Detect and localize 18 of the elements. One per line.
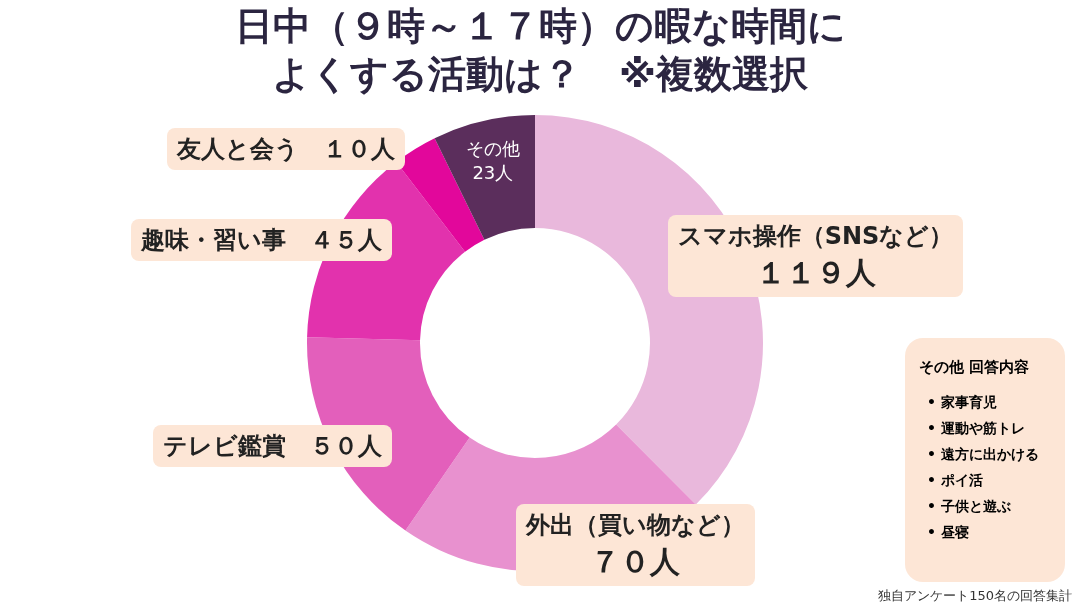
- text: • 運動や筋トレ: [927, 419, 1026, 438]
- text: • 遠方に出かける: [927, 445, 1040, 464]
- data-label: 23人: [471, 161, 515, 186]
- slice-label: その他: [465, 137, 520, 162]
- text: • ポイ活: [927, 471, 984, 490]
- slice-label: テレビ鑑賞 ５０人: [152, 425, 392, 468]
- data-label: １１９人: [754, 254, 877, 292]
- text: 独自アンケート150名の回答集計: [878, 587, 1072, 605]
- slice-label: 友人と会う １０人: [167, 128, 405, 171]
- text: その他 回答内容: [919, 358, 1031, 377]
- chart-title: 日中（９時～１７時）の暇な時間によくする活動は？ ※複数選択: [233, 3, 847, 98]
- text: • 昼寝: [927, 523, 970, 542]
- text: • 子供と遊ぶ: [927, 497, 1012, 516]
- slice-label: 趣味・習い事 ４５人: [130, 218, 392, 261]
- data-label: ７０人: [589, 543, 682, 582]
- text: • 家事育児: [927, 393, 998, 412]
- slice-label: 外出（買い物など）: [525, 510, 745, 542]
- slice-label: スマホ操作（SNSなど）: [677, 221, 954, 252]
